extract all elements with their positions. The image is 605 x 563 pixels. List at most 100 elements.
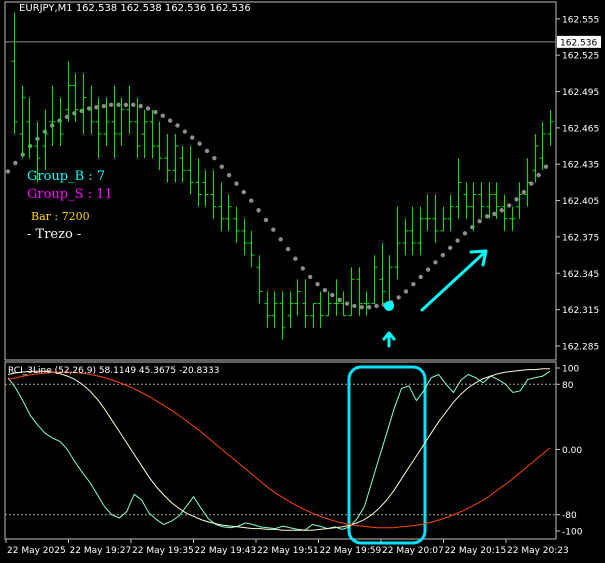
indicator-axis-label: 100 <box>562 365 579 375</box>
ma-dot <box>359 304 364 310</box>
ma-dot <box>116 102 121 108</box>
bar-count-label: Bar : 7200 <box>31 210 90 223</box>
price-bar <box>287 291 294 328</box>
ma-dot <box>226 172 232 178</box>
ma-dot <box>455 238 460 243</box>
price-bar <box>164 133 171 183</box>
price-bar <box>26 97 33 159</box>
ma-dot <box>5 169 11 174</box>
indicator-axis-label: 0.00 <box>562 446 582 456</box>
price-bar <box>409 206 416 256</box>
price-bar <box>371 255 378 305</box>
ma-dot <box>477 218 482 224</box>
ma-dot <box>197 141 202 146</box>
price-bar <box>509 206 516 231</box>
group-s-label: Group_S : 11 <box>27 187 113 202</box>
price-bar <box>440 206 447 232</box>
price-bar <box>57 97 64 147</box>
price-bar <box>386 255 393 305</box>
symbol-timeframe-label: EURJPY,M1 <box>19 3 73 14</box>
price-bar <box>356 267 363 316</box>
price-bar <box>493 182 500 219</box>
price-bar <box>363 291 370 316</box>
group-b-label: Group_B : 7 <box>27 169 106 184</box>
ma-dot <box>307 274 313 280</box>
ma-dot <box>374 303 379 309</box>
price-bar <box>333 279 340 316</box>
signal-dot <box>384 300 394 311</box>
ma-dot <box>212 155 217 161</box>
ma-dot <box>182 129 188 134</box>
price-bar <box>432 194 439 243</box>
price-bar <box>264 291 271 328</box>
ma-dot <box>492 211 497 217</box>
ma-dot <box>145 106 151 111</box>
ma-dot <box>433 260 438 265</box>
ma-dot <box>352 303 357 309</box>
ma-dot <box>462 231 468 236</box>
time-axis-label: 22 May 19:51 <box>257 546 319 556</box>
ma-dot <box>499 208 504 213</box>
ma-dot <box>160 113 165 118</box>
price-axis-label: 162.525 <box>562 52 599 62</box>
ma-dot <box>322 288 328 293</box>
price-bar <box>325 291 332 317</box>
ma-dot <box>263 217 269 223</box>
time-axis-label: 22 May 19:27 <box>70 546 132 556</box>
price-bar <box>80 73 87 134</box>
rci-indicator-lines <box>5 368 556 531</box>
ma-dot <box>108 102 114 108</box>
price-axis-label: 162.375 <box>562 233 599 243</box>
price-bar <box>447 194 454 231</box>
price-bar <box>179 146 186 183</box>
ma-dot <box>514 197 519 202</box>
price-bar <box>547 109 554 147</box>
price-bar <box>417 206 424 256</box>
ma-dot <box>153 109 158 115</box>
price-bar <box>95 97 102 159</box>
time-axis-label: 22 May 2025 <box>7 546 66 556</box>
price-bar <box>310 303 317 328</box>
price-axis-label: 162.435 <box>562 161 599 171</box>
rci-indicator-title: RCI_3Line (52,26,9) 58.1149 45.3675 -20.… <box>8 366 220 376</box>
price-bar <box>455 158 462 219</box>
price-bar <box>424 194 431 231</box>
price-axis-label: 162.345 <box>562 270 599 280</box>
ma-dot <box>543 164 549 169</box>
price-bar <box>394 206 401 280</box>
price-bar <box>34 121 41 183</box>
price-bar <box>516 182 523 219</box>
ma-dot <box>94 105 99 110</box>
price-bar <box>379 242 386 304</box>
price-bar <box>539 121 546 171</box>
rci-line <box>7 370 551 531</box>
ma-dot <box>241 189 247 195</box>
ma-dot <box>219 164 224 169</box>
ma-dot <box>234 181 239 186</box>
ma-dot <box>138 103 143 109</box>
price-bar <box>42 109 49 171</box>
ma-dot <box>256 208 261 213</box>
ma-dot <box>271 227 276 232</box>
price-bar <box>149 109 156 159</box>
price-bar <box>478 182 485 219</box>
annotations <box>347 249 488 545</box>
time-axis-label: 22 May 20:07 <box>382 546 444 556</box>
ma-dot <box>13 160 18 166</box>
time-axis-label: 22 May 19:35 <box>132 546 194 556</box>
rci-line <box>7 371 551 529</box>
price-bar <box>103 97 110 147</box>
price-bar <box>111 85 118 159</box>
ma-dot <box>278 237 283 242</box>
indicator-axis-label: 80 <box>562 381 574 391</box>
indicator-panel-border <box>4 361 557 540</box>
price-axis-label: 162.555 <box>562 15 599 25</box>
price-axis-label: 162.315 <box>562 306 599 316</box>
up-arrow-icon <box>382 331 396 348</box>
price-bar <box>233 206 240 243</box>
price-bar <box>202 170 209 207</box>
price-bar <box>225 194 232 231</box>
ma-dot <box>425 267 431 272</box>
